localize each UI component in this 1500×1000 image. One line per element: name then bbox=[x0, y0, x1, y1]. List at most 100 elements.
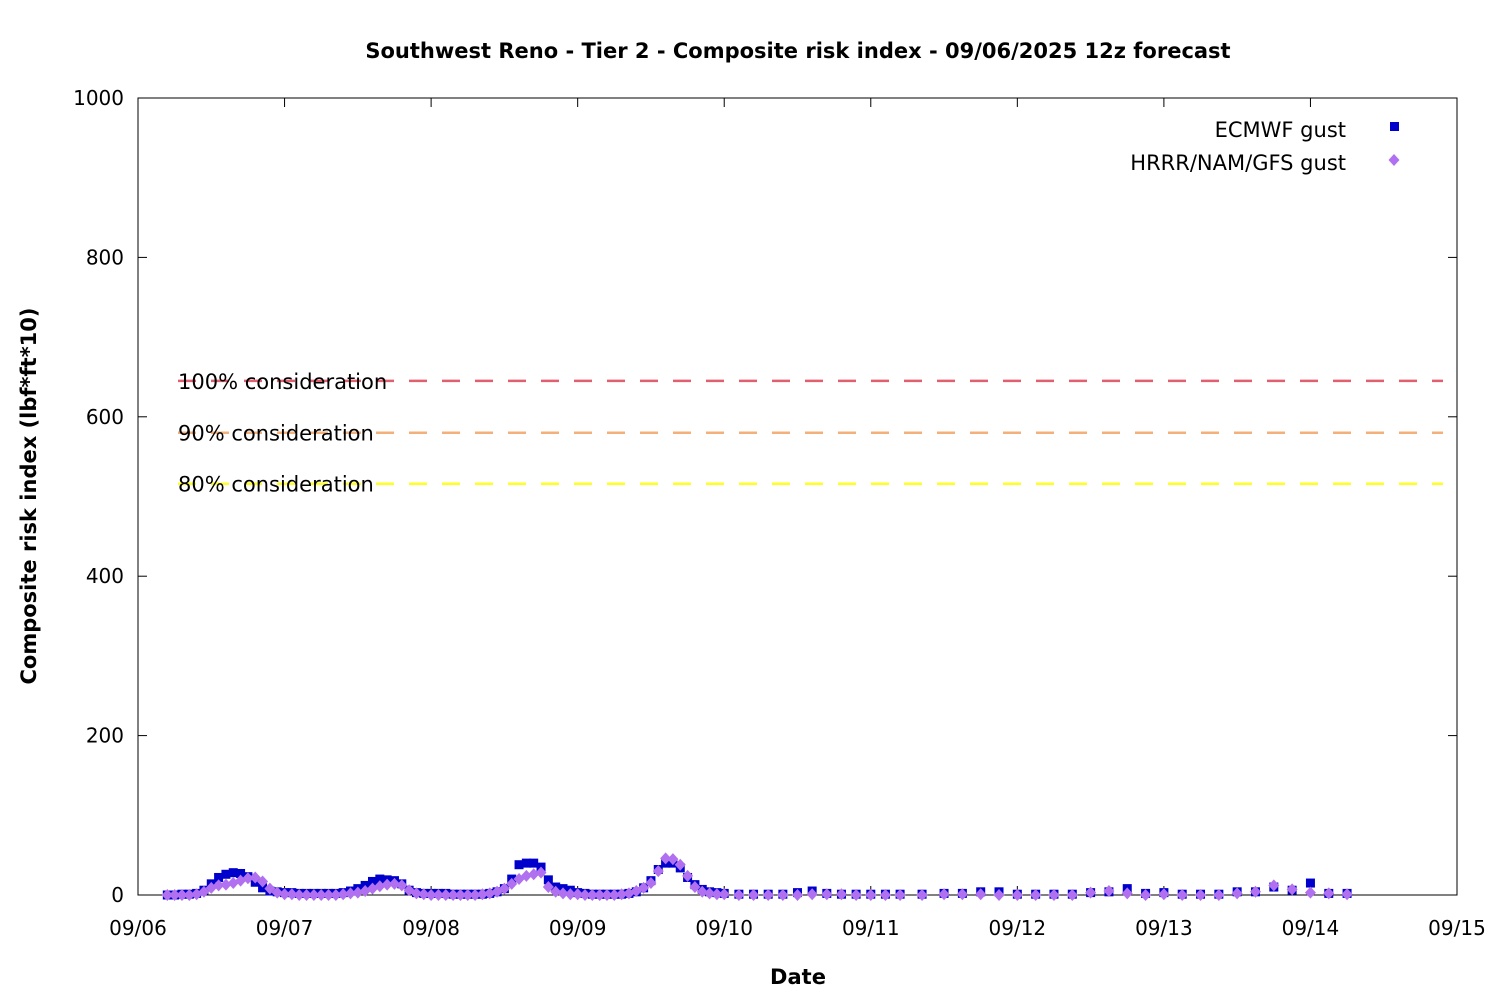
ecmwf-point bbox=[529, 858, 539, 868]
hrrr-point bbox=[1341, 888, 1353, 901]
hrrr-point bbox=[674, 858, 686, 871]
hrrr-point bbox=[535, 866, 547, 879]
hrrr-point bbox=[308, 889, 320, 901]
y-tick-label: 1000 bbox=[73, 86, 124, 110]
hrrr-point bbox=[352, 886, 364, 899]
x-tick-label: 09/09 bbox=[549, 916, 607, 940]
chart-title: Southwest Reno - Tier 2 - Composite risk… bbox=[365, 39, 1230, 63]
hrrr-point bbox=[608, 889, 620, 901]
hrrr-point bbox=[1249, 885, 1261, 898]
series-hrrr-nam-gfs-gust bbox=[161, 852, 1353, 901]
hrrr-point bbox=[704, 887, 716, 900]
x-tick-label: 09/08 bbox=[402, 916, 460, 940]
hrrr-point bbox=[315, 889, 327, 901]
hrrr-point bbox=[271, 886, 283, 899]
hrrr-point bbox=[176, 889, 188, 901]
ecmwf-point bbox=[375, 874, 385, 884]
hrrr-point bbox=[432, 889, 444, 901]
hrrr-point bbox=[1085, 886, 1097, 899]
hrrr-point bbox=[916, 889, 928, 901]
hrrr-point bbox=[279, 888, 291, 901]
hrrr-point bbox=[323, 889, 335, 901]
hrrr-point bbox=[520, 869, 532, 882]
threshold-label: 80% consideration bbox=[178, 473, 374, 497]
hrrr-point bbox=[454, 889, 466, 901]
hrrr-point bbox=[975, 888, 987, 901]
x-tick-label: 09/14 bbox=[1282, 916, 1340, 940]
ecmwf-point bbox=[258, 883, 268, 893]
y-tick-label: 0 bbox=[111, 883, 124, 907]
hrrr-point bbox=[660, 852, 672, 865]
hrrr-point bbox=[850, 889, 862, 901]
ecmwf-point bbox=[221, 869, 231, 879]
hrrr-point bbox=[1231, 887, 1243, 900]
hrrr-point bbox=[1323, 887, 1335, 900]
hrrr-point bbox=[762, 889, 774, 901]
hrrr-point bbox=[1011, 889, 1023, 901]
y-tick-label: 200 bbox=[86, 724, 124, 748]
hrrr-point bbox=[1304, 886, 1316, 899]
hrrr-point bbox=[469, 889, 481, 901]
hrrr-point bbox=[550, 885, 562, 898]
hrrr-point bbox=[696, 885, 708, 898]
hrrr-point bbox=[528, 868, 540, 881]
hrrr-point bbox=[956, 888, 968, 901]
hrrr-point bbox=[879, 889, 891, 901]
hrrr-point bbox=[733, 889, 745, 901]
hrrr-point bbox=[821, 888, 833, 901]
legend-marker-ecmwf bbox=[1390, 122, 1399, 131]
threshold-lines bbox=[178, 379, 1443, 485]
ecmwf-point bbox=[228, 868, 238, 878]
hrrr-point bbox=[476, 888, 488, 901]
y-tick-label: 800 bbox=[86, 245, 124, 269]
hrrr-point bbox=[213, 879, 225, 892]
hrrr-point bbox=[689, 881, 701, 894]
y-axis-label: Composite risk index (lbf*ft*10) bbox=[17, 307, 41, 684]
legend-label-hrrr: HRRR/NAM/GFS gust bbox=[1130, 151, 1346, 175]
ecmwf-point bbox=[236, 868, 246, 878]
hrrr-point bbox=[667, 853, 679, 866]
hrrr-point bbox=[938, 888, 950, 901]
hrrr-point bbox=[718, 888, 730, 901]
hrrr-point bbox=[806, 888, 818, 901]
hrrr-point bbox=[711, 888, 723, 901]
x-tick-label: 09/12 bbox=[989, 916, 1047, 940]
hrrr-point bbox=[835, 888, 847, 901]
hrrr-point bbox=[993, 889, 1005, 901]
hrrr-point bbox=[572, 888, 584, 901]
hrrr-point bbox=[301, 889, 313, 901]
ecmwf-point bbox=[514, 860, 524, 870]
hrrr-point bbox=[1066, 889, 1078, 901]
hrrr-point bbox=[1140, 889, 1152, 901]
hrrr-point bbox=[220, 878, 232, 891]
hrrr-point bbox=[242, 872, 254, 885]
hrrr-point bbox=[388, 877, 400, 890]
hrrr-point bbox=[564, 888, 576, 901]
hrrr-point bbox=[1048, 889, 1060, 901]
hrrr-point bbox=[345, 887, 357, 900]
hrrr-point bbox=[557, 887, 569, 900]
y-axis-ticks: 0 200 400 600 800 1000 bbox=[73, 86, 1457, 907]
hrrr-point bbox=[1103, 885, 1115, 898]
hrrr-point bbox=[1176, 889, 1188, 901]
threshold-label: 100% consideration bbox=[178, 370, 387, 394]
hrrr-point bbox=[440, 889, 452, 901]
hrrr-point bbox=[330, 889, 342, 901]
hrrr-point bbox=[1213, 889, 1225, 901]
x-tick-label: 09/06 bbox=[109, 916, 167, 940]
hrrr-point bbox=[286, 888, 298, 901]
y-tick-label: 600 bbox=[86, 405, 124, 429]
hrrr-point bbox=[183, 889, 195, 901]
legend: ECMWF gust HRRR/NAM/GFS gust bbox=[1130, 118, 1400, 175]
hrrr-point bbox=[337, 888, 349, 901]
x-axis-ticks: 09/06 09/07 09/08 09/09 09/10 09/11 09/12 09/13… bbox=[109, 98, 1486, 940]
hrrr-point bbox=[425, 889, 437, 901]
hrrr-point bbox=[484, 887, 496, 900]
hrrr-point bbox=[374, 880, 386, 893]
hrrr-point bbox=[894, 889, 906, 901]
hrrr-point bbox=[396, 879, 408, 892]
hrrr-point bbox=[542, 881, 554, 894]
hrrr-point bbox=[1268, 879, 1280, 892]
